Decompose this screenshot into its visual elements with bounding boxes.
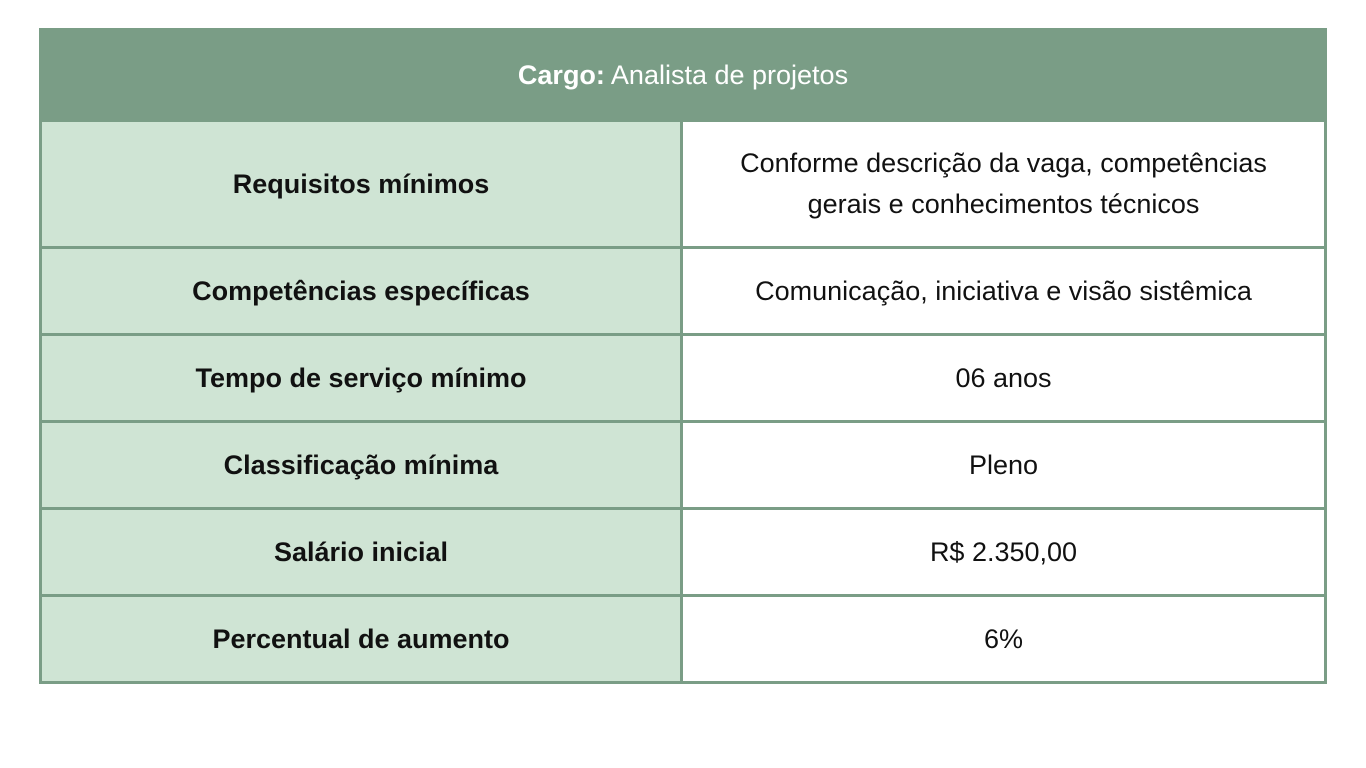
table-row: Tempo de serviço mínimo 06 anos [42,333,1324,420]
row-label: Tempo de serviço mínimo [42,336,683,420]
table-row: Competências específicas Comunicação, in… [42,246,1324,333]
row-value: 6% [683,597,1324,681]
row-value: Conforme descrição da vaga, competências… [683,122,1324,246]
table-row: Salário inicial R$ 2.350,00 [42,507,1324,594]
row-label: Salário inicial [42,510,683,594]
row-label: Classificação mínima [42,423,683,507]
header-label: Cargo: [517,59,605,90]
header-value: Analista de projetos [610,59,849,90]
row-value: 06 anos [683,336,1324,420]
table-header: Cargo: Analista de projetos [42,31,1324,122]
job-info-table: Cargo: Analista de projetos Requisitos m… [39,28,1327,684]
row-label: Requisitos mínimos [42,122,683,246]
table-row: Classificação mínima Pleno [42,420,1324,507]
row-value: Comunicação, iniciativa e visão sistêmic… [683,249,1324,333]
row-label: Competências específicas [42,249,683,333]
table-row: Requisitos mínimos Conforme descrição da… [42,122,1324,246]
table-row: Percentual de aumento 6% [42,594,1324,681]
row-label: Percentual de aumento [42,597,683,681]
row-value: Pleno [683,423,1324,507]
row-value: R$ 2.350,00 [683,510,1324,594]
